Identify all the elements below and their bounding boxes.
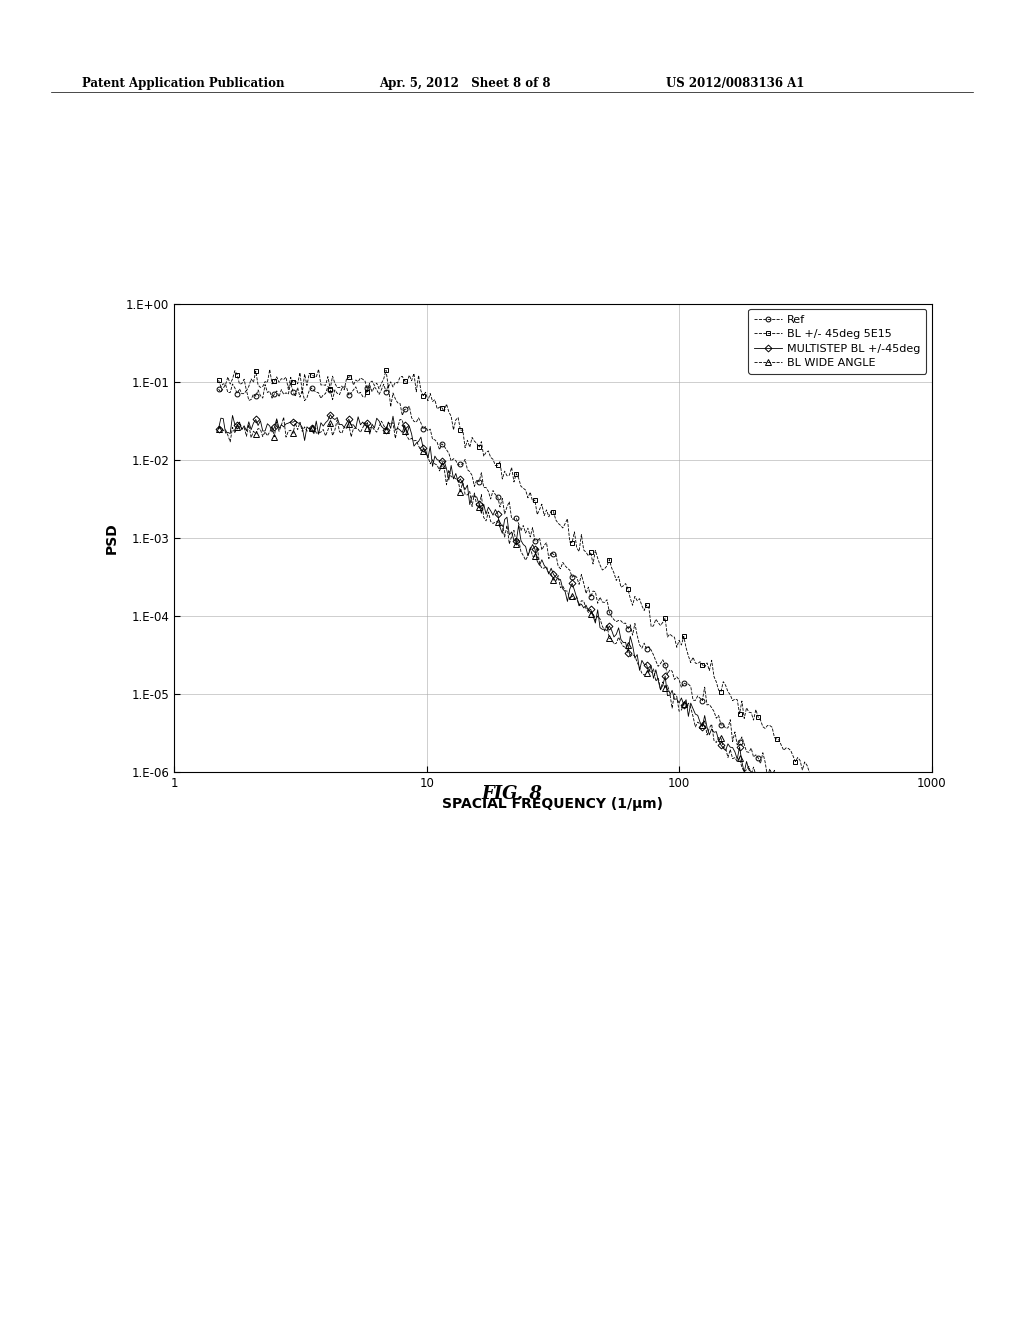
- BL WIDE ANGLE: [627, 647, 639, 663]
- Ref: [215, 384, 227, 400]
- BL +/- 45deg 5E15: [215, 379, 227, 395]
- Text: Patent Application Publication: Patent Application Publication: [82, 77, 285, 90]
- BL WIDE ANGLE: [215, 420, 227, 436]
- Ref: [285, 375, 297, 391]
- Line: BL WIDE ANGLE: BL WIDE ANGLE: [216, 414, 916, 939]
- BL +/- 45deg 5E15: [908, 866, 921, 882]
- BL +/- 45deg 5E15: [640, 597, 652, 612]
- Text: FIG. 8: FIG. 8: [481, 784, 543, 803]
- BL +/- 45deg 5E15: [627, 598, 639, 614]
- BL WIDE ANGLE: [845, 861, 857, 876]
- BL +/- 45deg 5E15: [801, 758, 813, 774]
- Text: Apr. 5, 2012   Sheet 8 of 8: Apr. 5, 2012 Sheet 8 of 8: [379, 77, 550, 90]
- MULTISTEP BL +/-45deg: [215, 411, 227, 426]
- Ref: [629, 615, 641, 631]
- Legend: Ref, BL +/- 45deg 5E15, MULTISTEP BL +/-45deg, BL WIDE ANGLE: Ref, BL +/- 45deg 5E15, MULTISTEP BL +/-…: [749, 309, 927, 374]
- BL +/- 45deg 5E15: [629, 589, 641, 605]
- MULTISTEP BL +/-45deg: [324, 407, 336, 422]
- MULTISTEP BL +/-45deg: [905, 923, 918, 939]
- Line: Ref: Ref: [216, 380, 916, 912]
- MULTISTEP BL +/-45deg: [908, 923, 921, 939]
- BL WIDE ANGLE: [278, 409, 290, 425]
- BL WIDE ANGLE: [629, 648, 641, 664]
- MULTISTEP BL +/-45deg: [629, 651, 641, 667]
- Line: BL +/- 45deg 5E15: BL +/- 45deg 5E15: [216, 367, 916, 879]
- Ref: [640, 640, 652, 656]
- Text: US 2012/0083136 A1: US 2012/0083136 A1: [666, 77, 804, 90]
- MULTISTEP BL +/-45deg: [801, 821, 813, 837]
- BL +/- 45deg 5E15: [312, 362, 325, 378]
- MULTISTEP BL +/-45deg: [627, 638, 639, 653]
- Y-axis label: PSD: PSD: [105, 521, 119, 554]
- Ref: [627, 627, 639, 643]
- BL +/- 45deg 5E15: [845, 803, 857, 818]
- Ref: [908, 902, 921, 917]
- Line: MULTISTEP BL +/-45deg: MULTISTEP BL +/-45deg: [216, 412, 916, 933]
- X-axis label: SPACIAL FREQUENCY (1/μm): SPACIAL FREQUENCY (1/μm): [442, 797, 664, 810]
- Ref: [845, 837, 857, 853]
- BL WIDE ANGLE: [640, 665, 652, 681]
- Ref: [801, 793, 813, 809]
- Ref: [212, 381, 224, 397]
- MULTISTEP BL +/-45deg: [212, 421, 224, 437]
- BL WIDE ANGLE: [908, 928, 921, 944]
- BL WIDE ANGLE: [212, 421, 224, 437]
- BL WIDE ANGLE: [801, 824, 813, 840]
- BL +/- 45deg 5E15: [901, 869, 913, 884]
- MULTISTEP BL +/-45deg: [845, 862, 857, 878]
- MULTISTEP BL +/-45deg: [640, 657, 652, 673]
- BL +/- 45deg 5E15: [212, 372, 224, 388]
